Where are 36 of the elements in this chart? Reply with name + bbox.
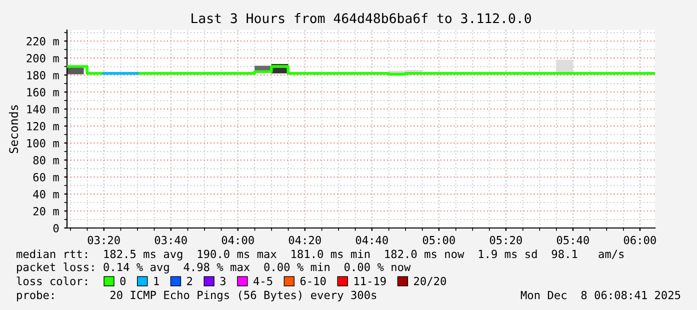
y-tick-label: 60 m [33, 173, 59, 182]
legend-title: loss color: [16, 276, 87, 286]
y-tick-label: 160 m [27, 88, 59, 96]
legend-label: 2 [187, 276, 192, 286]
legend-label: 6-10 [300, 276, 326, 286]
x-tick-label: 05:00 [422, 236, 455, 244]
legend-label: 20/20 [414, 276, 446, 286]
x-tick-label: 05:20 [490, 236, 522, 244]
legend-label: 3 [220, 276, 226, 286]
legend-label: 4-5 [254, 276, 272, 286]
text: Mon Dec 8 06:08:41 2025 [520, 290, 680, 300]
text: probe: 20 ICMP Echo Pings (56 Bytes) every 300s [17, 290, 376, 302]
y-tick-label: 200 m [26, 54, 59, 62]
y-axis-title: Seconds [8, 105, 18, 154]
y-tick-label: 100 m [27, 139, 59, 148]
y-tick-label: 0 [53, 224, 59, 232]
y-tick-label: 40 m [33, 190, 59, 198]
legend-label: 1 [154, 276, 159, 286]
x-tick-label: 04:20 [288, 236, 321, 244]
x-tick-label: 06:00 [624, 236, 656, 244]
y-tick-label: 220 m [26, 37, 59, 46]
chart-title: Last 3 Hours from 464d48b6ba6f to 3.112.0.0 [192, 13, 531, 24]
legend-label: 11-19 [354, 276, 386, 286]
text: packet loss: 0.14 % avg 4.98 % max 0.00 % min 0.00 % now [17, 262, 411, 274]
legend-label: 0 [120, 276, 126, 286]
y-tick-label: 20 m [33, 207, 59, 216]
y-tick-label: 180 m [27, 71, 59, 80]
x-tick-label: 04:40 [356, 236, 388, 244]
x-tick-label: 03:20 [88, 236, 120, 244]
x-tick-label: 05:40 [556, 236, 589, 244]
y-tick-label: 140 m [27, 105, 59, 114]
text: median rtt: 182.5 ms avg 190.0 ms max 181.0 ms min 182.0 ms now 1.9 ms sd 98.1 am/s [16, 250, 624, 260]
x-tick-label: 04:00 [222, 236, 254, 244]
y-tick-label: 80 m [33, 156, 59, 164]
x-tick-label: 03:40 [154, 236, 187, 244]
y-tick-label: 120 m [27, 122, 59, 130]
